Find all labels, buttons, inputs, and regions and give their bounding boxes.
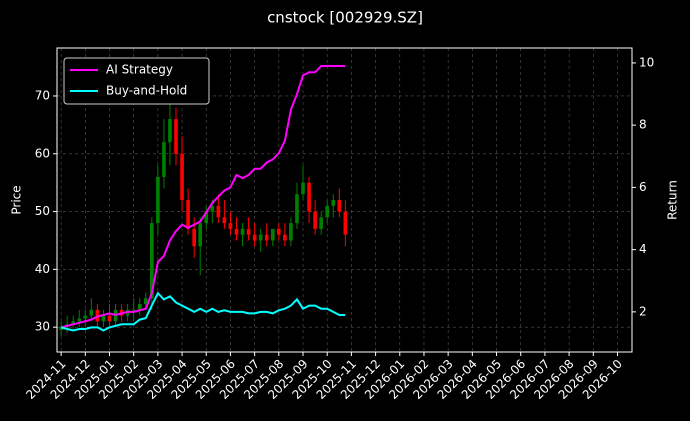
candle-body	[331, 200, 336, 206]
legend-box	[63, 57, 210, 105]
y-axis-label: Price	[10, 185, 24, 214]
return-line	[60, 291, 346, 332]
plot-frame	[56, 47, 633, 353]
candle-body	[192, 228, 196, 247]
candle-body	[210, 205, 215, 212]
return-line	[60, 65, 346, 329]
candle-body	[289, 223, 293, 241]
candle-body	[240, 228, 245, 235]
candle-body	[252, 234, 257, 241]
candle-body	[89, 309, 94, 316]
candle-body	[319, 217, 323, 229]
candle-body	[270, 228, 275, 241]
candle-body	[234, 228, 239, 235]
y-tick-label: 50	[35, 204, 50, 218]
candle-body	[174, 119, 178, 154]
candle-body	[325, 205, 330, 218]
legend-label: Buy-and-Hold	[106, 84, 187, 98]
y2-axis-label: Return	[666, 180, 680, 220]
candle-body	[59, 327, 63, 331]
chart-title: cnstock [002929.SZ]	[267, 9, 423, 27]
legend-label: AI Strategy	[106, 63, 173, 77]
candle-body	[198, 223, 203, 247]
y2-tick-label: 4	[639, 242, 647, 256]
y-tick-label: 30	[35, 320, 50, 334]
candle-body	[83, 315, 88, 319]
candle-body	[222, 217, 227, 224]
candle-body	[180, 153, 184, 200]
y2-tick-label: 10	[639, 55, 654, 69]
candle-body	[150, 223, 154, 299]
candle-body	[168, 119, 172, 143]
candle-body	[277, 228, 281, 235]
candle-body	[283, 234, 287, 241]
candle-body	[131, 309, 136, 311]
candle-body	[162, 142, 166, 177]
candle-body	[343, 211, 348, 235]
candle-body	[204, 211, 209, 224]
y-tick-label: 40	[35, 262, 50, 276]
candle-body	[216, 205, 221, 218]
candle-body	[301, 182, 305, 195]
candle-body	[313, 211, 317, 229]
candle-body	[137, 304, 142, 310]
candle-body	[101, 315, 106, 322]
candle-body	[228, 223, 233, 229]
y-tick-label: 70	[35, 88, 50, 102]
y2-tick-label: 8	[639, 118, 647, 132]
candle-body	[295, 194, 299, 224]
candle-body	[143, 298, 148, 305]
candle-body	[264, 234, 269, 241]
candle-body	[77, 318, 82, 322]
y-tick-label: 60	[35, 146, 50, 160]
candle-body	[156, 176, 160, 224]
y2-tick-label: 6	[639, 180, 647, 194]
candle-body	[307, 182, 311, 212]
candle-body	[258, 234, 263, 241]
candle-body	[107, 315, 112, 322]
candle-body	[71, 321, 76, 325]
candle-body	[246, 228, 251, 235]
y2-tick-label: 2	[639, 304, 647, 318]
candle-body	[186, 200, 190, 229]
candle-body	[337, 200, 342, 212]
